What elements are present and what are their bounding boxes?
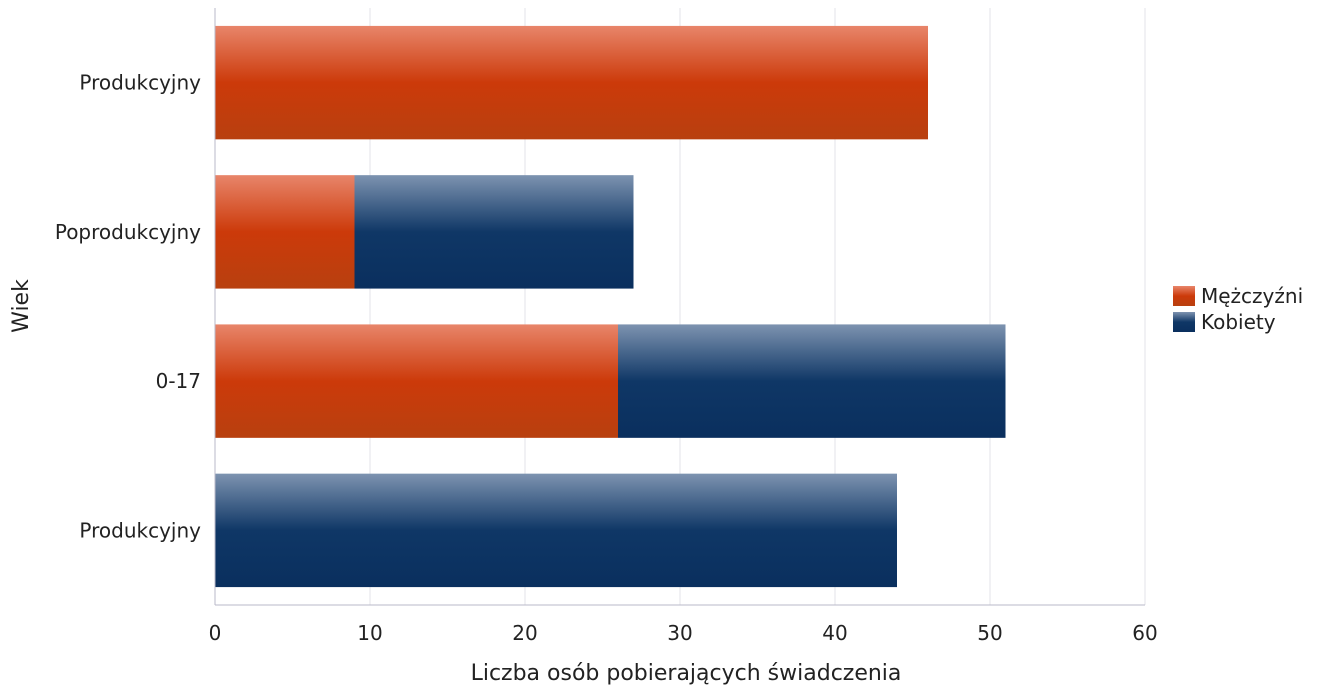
y-axis-title: Wiek [9,279,34,333]
legend-swatch-men [1173,286,1195,306]
legend-swatch-women [1173,312,1195,332]
bar-men [215,25,928,140]
x-tick-label: 60 [1132,621,1157,645]
x-tick-label: 30 [667,621,692,645]
category-labels: Produkcyjny Poprodukcyjny 0-17 Produkcyjny [55,71,201,543]
category-label: Produkcyjny [79,518,201,542]
category-label: Poprodukcyjny [55,220,201,244]
x-tick-label: 40 [822,621,847,645]
category-label: 0-17 [156,369,201,393]
x-tick-labels: 0 10 20 30 40 50 60 [209,621,1158,645]
legend-label: Kobiety [1201,310,1276,334]
bar-men [215,324,618,438]
category-label: Produkcyjny [79,71,201,95]
bar-men [215,175,355,289]
x-tick-label: 0 [209,621,222,645]
axes [214,8,1145,606]
x-tick-label: 20 [512,621,537,645]
bar-women [354,175,634,289]
x-axis-title: Liczba osób pobierających świadczenia [471,661,902,686]
bar-women [618,324,1006,438]
legend-label: Mężczyźni [1201,284,1303,308]
bars [215,25,1006,588]
x-tick-label: 10 [357,621,382,645]
bar-women [215,473,897,588]
x-tick-label: 50 [977,621,1002,645]
